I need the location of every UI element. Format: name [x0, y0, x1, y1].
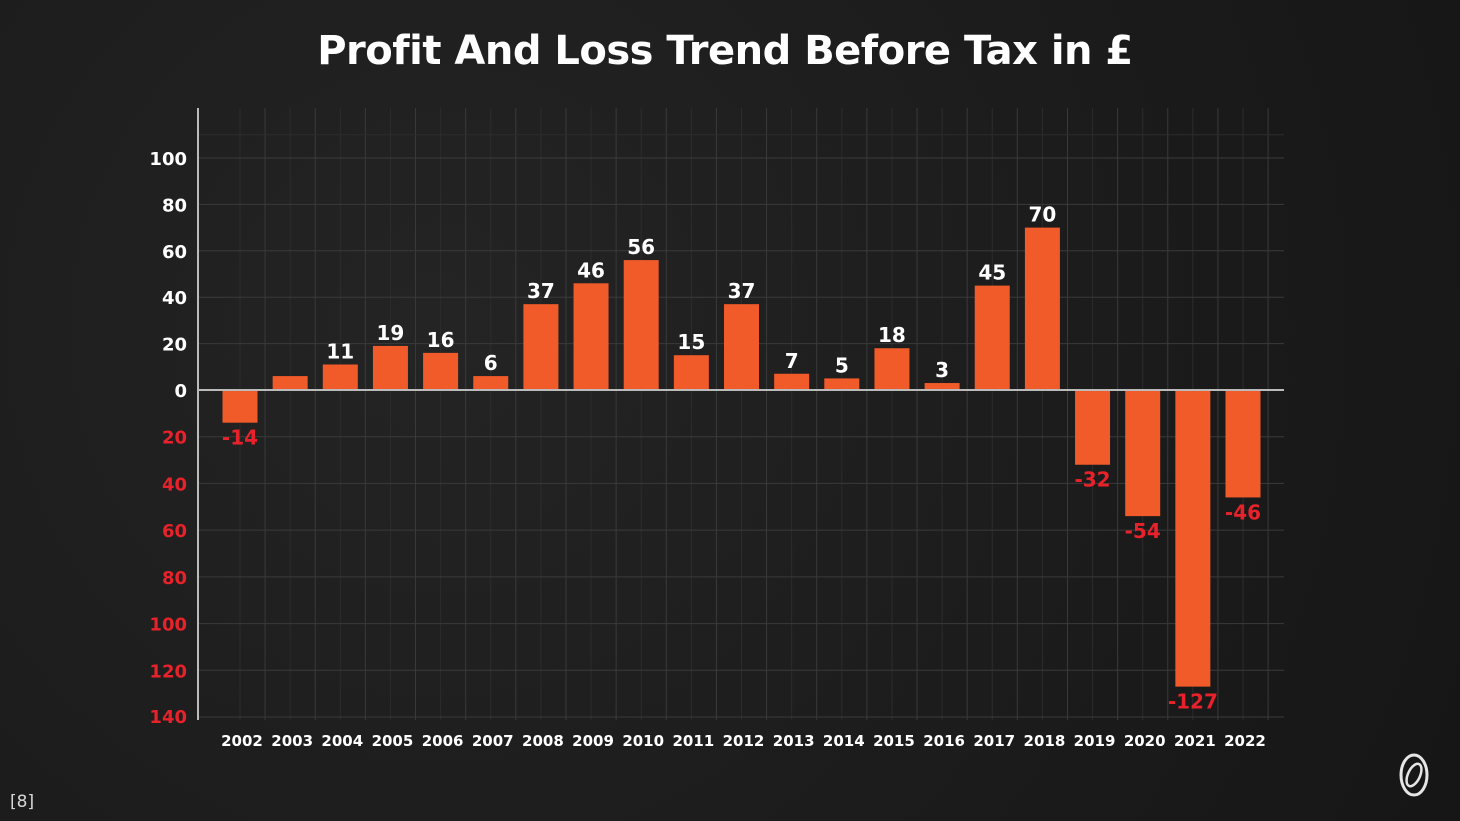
data-label-2018: 70: [1028, 203, 1056, 227]
data-label-2012: 37: [728, 279, 756, 303]
x-tick-label: 2015: [873, 732, 915, 750]
y-tick-label-positive: 0: [174, 381, 187, 402]
x-tick-label: 2008: [522, 732, 564, 750]
data-label-2013: 7: [785, 349, 799, 373]
y-tick-label-negative: 80: [162, 568, 187, 589]
x-tick-label: 2012: [723, 732, 765, 750]
oval-clip-logo-icon: [1399, 753, 1429, 797]
y-tick-label-negative: 40: [162, 474, 187, 495]
data-label-2005: 19: [377, 321, 405, 345]
x-tick-label: 2011: [672, 732, 714, 750]
bar-2016: [924, 383, 960, 390]
x-tick-label: 2009: [572, 732, 614, 750]
x-tick-label: 2010: [622, 732, 664, 750]
data-label-2002: -14: [222, 426, 258, 450]
axis-layer: [197, 108, 1284, 720]
x-tick-label: 2013: [773, 732, 815, 750]
footnote-reference: [8]: [10, 792, 35, 812]
y-tick-label-positive: 20: [162, 335, 187, 356]
data-label-2017: 45: [978, 261, 1006, 285]
x-tick-label: 2006: [422, 732, 464, 750]
bar-2011: [673, 355, 709, 390]
bar-2004: [322, 364, 358, 390]
x-tick-label: 2019: [1074, 732, 1116, 750]
bar-2005: [372, 345, 408, 390]
bar-2010: [623, 260, 659, 390]
bar-2019: [1075, 390, 1111, 465]
y-tick-label-positive: 40: [162, 288, 187, 309]
data-label-2020: -54: [1125, 519, 1161, 543]
x-tick-label: 2017: [973, 732, 1015, 750]
x-tick-label: 2014: [823, 732, 865, 750]
y-tick-label-negative: 120: [149, 661, 187, 682]
data-label-2019: -32: [1074, 468, 1110, 492]
bar-2003: [272, 376, 308, 390]
bar-2018: [1024, 227, 1060, 390]
bar-2009: [573, 283, 609, 390]
bar-layer: [222, 227, 1261, 687]
y-tick-label-positive: 80: [162, 195, 187, 216]
data-label-2007: 6: [484, 351, 498, 375]
x-tick-label: 2021: [1174, 732, 1216, 750]
x-tick-label: 2016: [923, 732, 965, 750]
data-label-2009: 46: [577, 258, 605, 282]
x-tick-label: 2002: [221, 732, 263, 750]
grid-layer: [198, 108, 1284, 720]
bar-2021: [1175, 390, 1211, 687]
x-tick-label: 2018: [1024, 732, 1066, 750]
bar-2013: [774, 373, 810, 390]
y-tick-label-negative: 100: [149, 615, 187, 636]
bar-2017: [974, 285, 1010, 390]
bar-2022: [1225, 390, 1261, 498]
x-tick-label: 2004: [321, 732, 363, 750]
x-tick-label: 2003: [271, 732, 313, 750]
bar-2014: [824, 378, 860, 390]
data-label-2016: 3: [935, 358, 949, 382]
data-label-2010: 56: [627, 235, 655, 259]
bar-2006: [423, 352, 459, 390]
x-tick-label: 2020: [1124, 732, 1166, 750]
bar-2020: [1125, 390, 1161, 517]
y-tick-label-negative: 60: [162, 521, 187, 542]
y-tick-label-positive: 60: [162, 242, 187, 263]
data-label-2015: 18: [878, 323, 906, 347]
chart-title: Profit And Loss Trend Before Tax in £: [317, 28, 1133, 74]
x-tick-label: 2022: [1224, 732, 1266, 750]
data-label-2008: 37: [527, 279, 555, 303]
bar-2007: [473, 376, 509, 390]
x-tick-label: 2005: [372, 732, 414, 750]
y-tick-label-negative: 140: [149, 707, 187, 728]
y-tick-label-positive: 100: [149, 149, 187, 170]
data-label-2014: 5: [835, 353, 849, 377]
data-label-2011: 15: [677, 330, 705, 354]
bar-2015: [874, 348, 910, 390]
x-tick-label: 2007: [472, 732, 514, 750]
data-label-2004: 11: [326, 339, 354, 363]
data-label-2021: -127: [1168, 690, 1218, 714]
bar-2008: [523, 304, 559, 390]
bar-2012: [724, 304, 759, 390]
bar-2002: [222, 390, 258, 423]
y-tick-label-negative: 20: [162, 428, 187, 449]
data-label-2022: -46: [1225, 500, 1261, 524]
data-label-2006: 16: [427, 328, 455, 352]
